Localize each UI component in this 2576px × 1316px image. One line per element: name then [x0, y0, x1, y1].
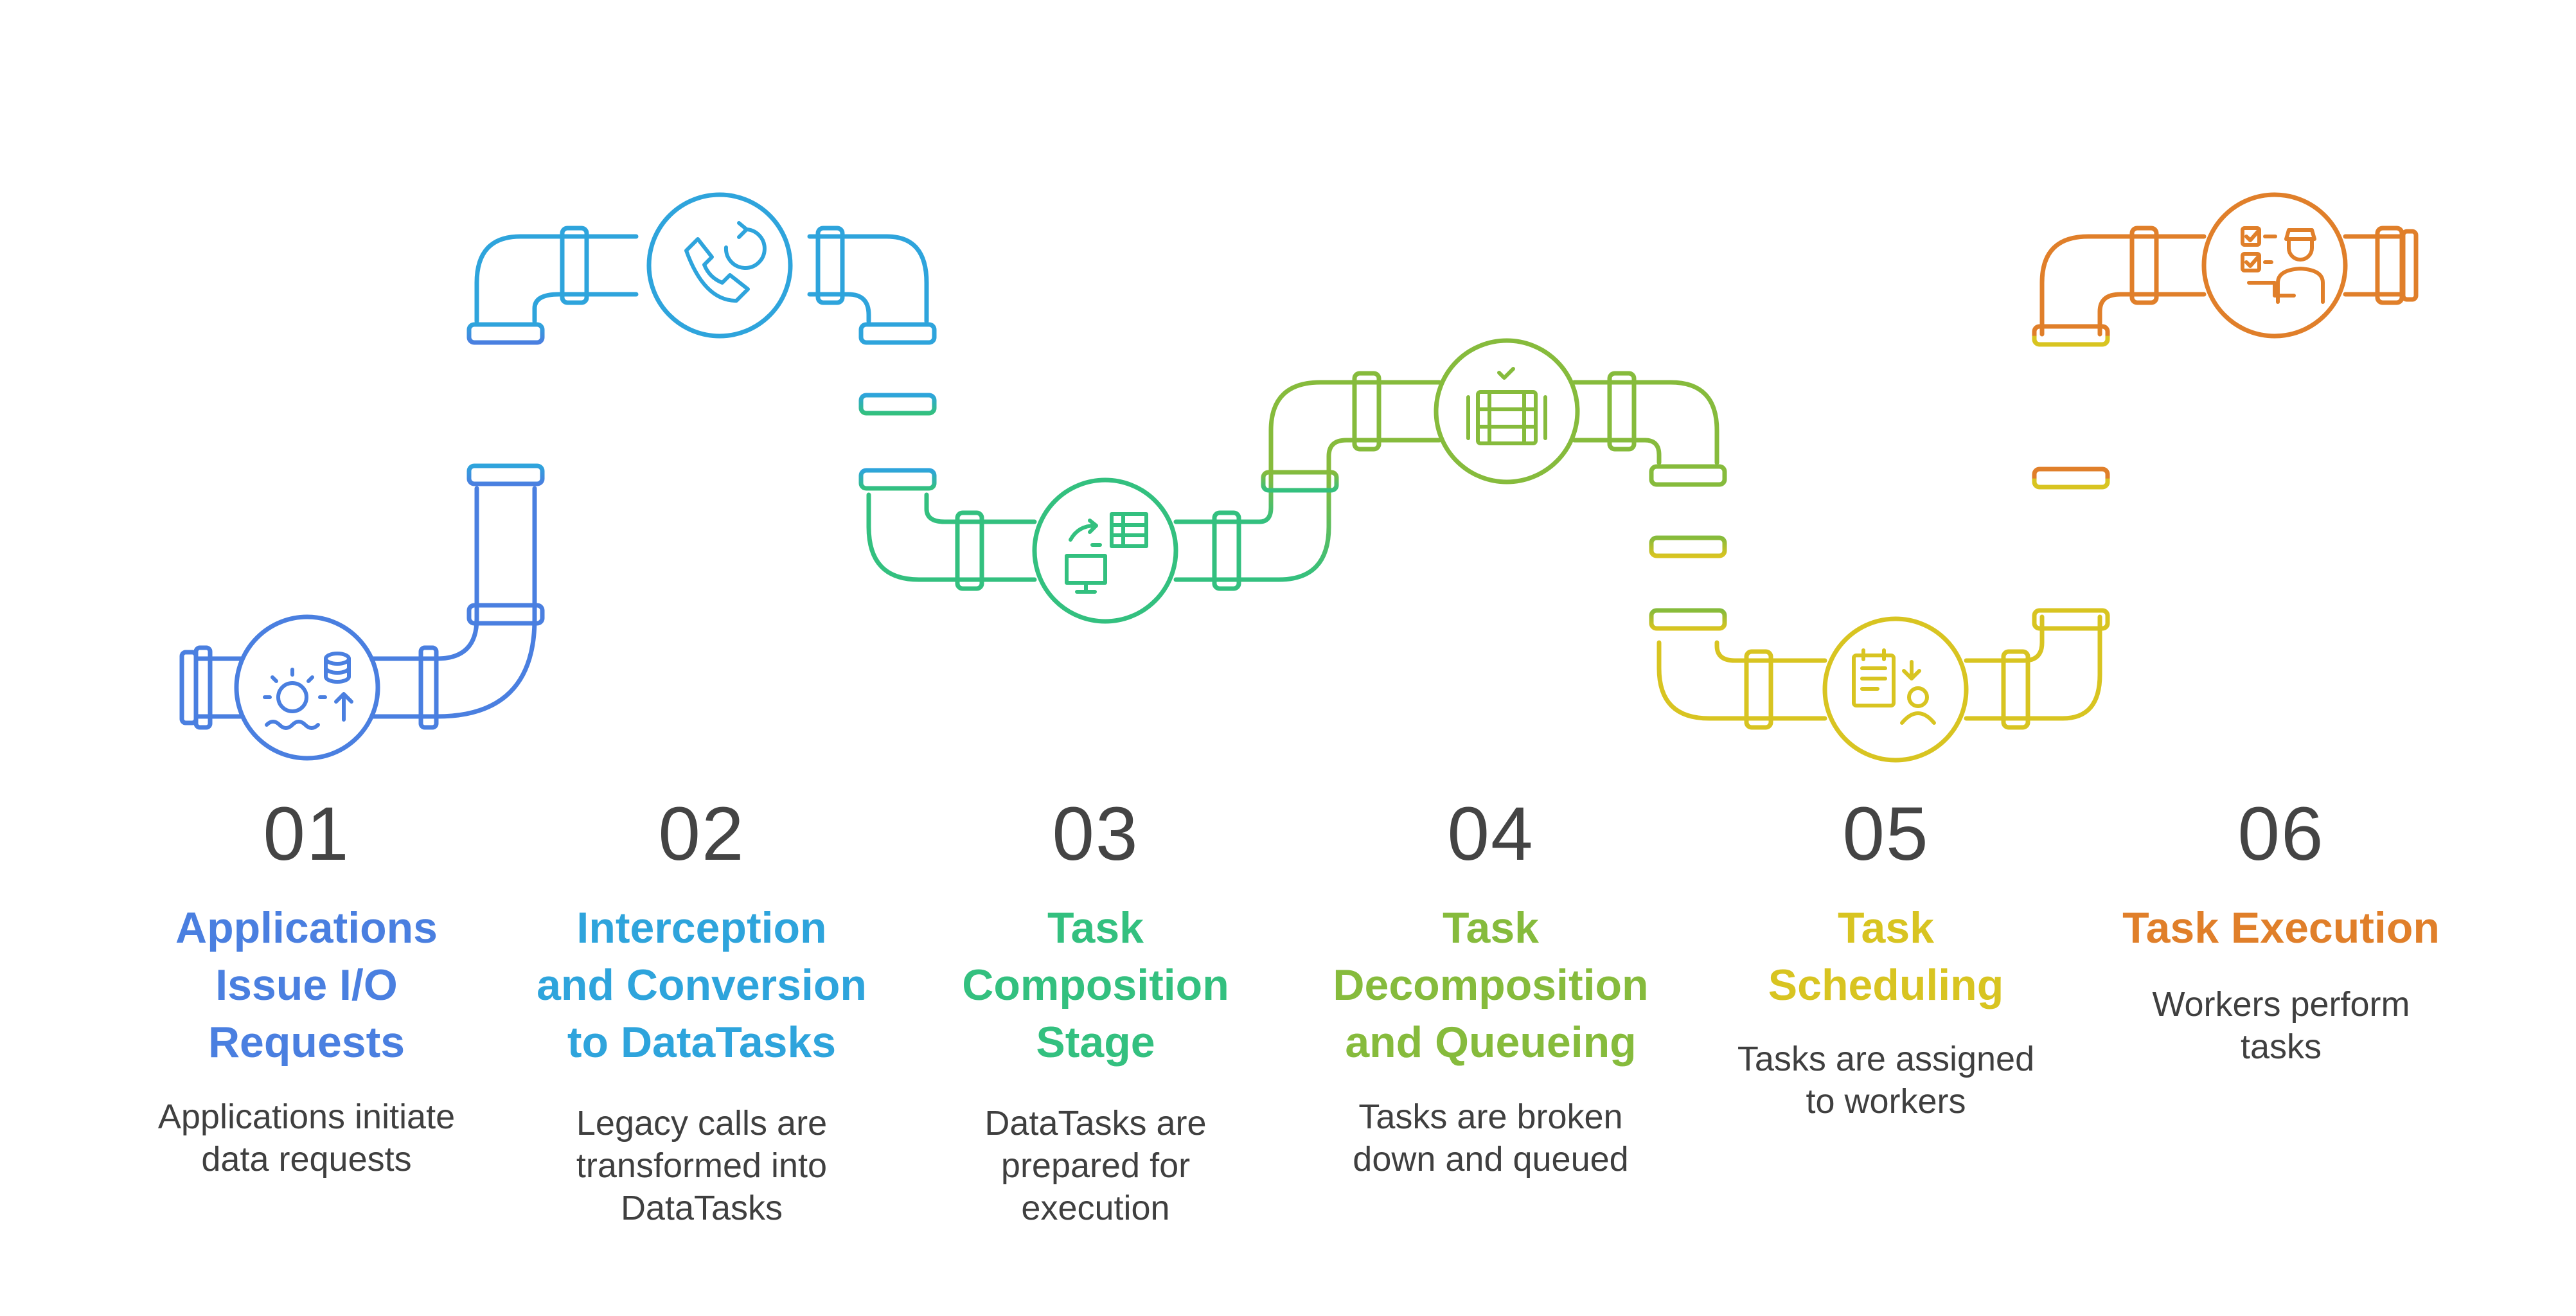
worker-checklist-icon — [2241, 226, 2325, 304]
stage-number: 02 — [658, 792, 745, 876]
stage-title: Task Decomposition and Queueing — [1333, 903, 1649, 1067]
stage-3-node — [1032, 477, 1178, 624]
phone-refresh-icon — [684, 221, 767, 303]
stage-description: Workers perform tasks — [2152, 985, 2410, 1066]
pipe-riser-2 — [858, 319, 937, 497]
stage-5-node — [1822, 616, 1969, 763]
stage-title: Task Composition Stage — [962, 903, 1229, 1067]
pipe-segment-6 — [2039, 226, 2419, 337]
stage-number: 05 — [1842, 792, 1930, 876]
pipe-segment-2 — [474, 226, 937, 345]
stage-title: Applications Issue I/O Requests — [175, 903, 438, 1067]
pipe-segment-1 — [179, 486, 545, 730]
stage-description: DataTasks are prepared for execution — [984, 1104, 1207, 1227]
clipboard-assign-worker-icon — [1852, 648, 1936, 725]
pipe-riser-3 — [1257, 470, 1339, 582]
monitor-table-swap-icon — [1065, 512, 1148, 594]
queue-stack-icon — [1466, 367, 1547, 445]
stage-number: 04 — [1447, 792, 1534, 876]
stage-description: Legacy calls are transformed into DataTa… — [576, 1104, 828, 1227]
stage-description: Tasks are assigned to workers — [1737, 1040, 2035, 1121]
pipe-riser-1 — [466, 319, 545, 619]
pipe-riser-5 — [2032, 324, 2110, 619]
stage-number: 03 — [1052, 792, 1139, 876]
gear-database-upload-icon — [263, 652, 353, 730]
pipe-segment-5 — [1657, 608, 2110, 730]
stage-6-node — [2201, 192, 2348, 339]
stage-2-node — [646, 192, 793, 339]
pipe-segment-4 — [1268, 371, 1727, 487]
pipe-segment-3 — [866, 492, 1281, 591]
stage-description: Tasks are broken down and queued — [1353, 1098, 1629, 1178]
stage-number: 01 — [263, 792, 350, 876]
stage-4-node — [1434, 338, 1580, 485]
stage-number: 06 — [2237, 792, 2325, 876]
stage-title: Interception and Conversion to DataTasks — [537, 903, 867, 1067]
stage-title: Task Execution — [2122, 903, 2440, 952]
stage-title: Task Scheduling — [1768, 903, 2004, 1009]
stage-description: Applications initiate data requests — [157, 1098, 456, 1178]
stage-1-node — [234, 614, 380, 761]
pipe-riser-4 — [1649, 460, 1727, 645]
